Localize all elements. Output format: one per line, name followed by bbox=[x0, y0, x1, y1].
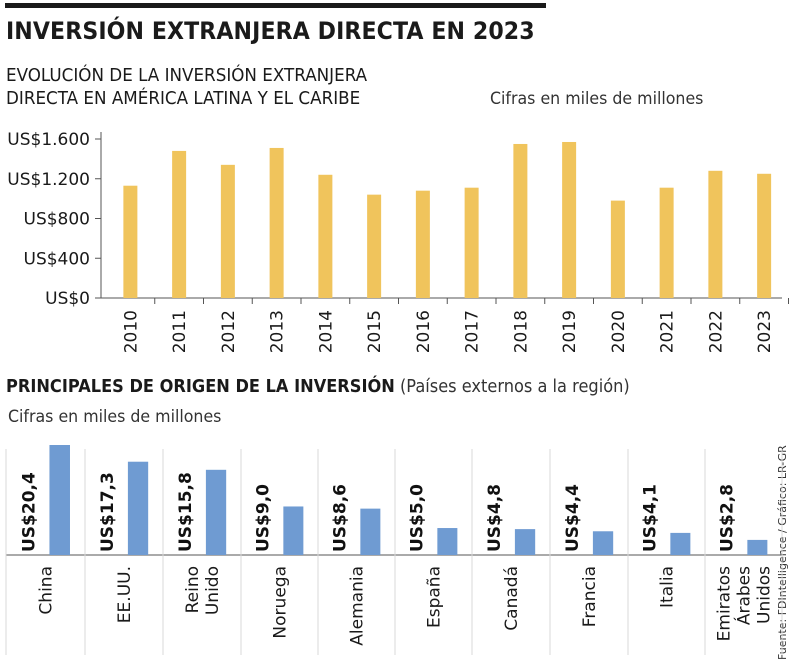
x-tick-label-year: 2023 bbox=[755, 310, 775, 353]
y-tick-label: US$800 bbox=[24, 210, 91, 230]
chart-units-origin: Cifras en miles de millones bbox=[8, 407, 222, 427]
bar-year bbox=[562, 141, 577, 298]
country-label: Emiratos bbox=[715, 566, 735, 641]
x-tick-label-year: 2014 bbox=[316, 310, 336, 353]
x-tick-label-year: 2010 bbox=[121, 310, 141, 353]
bar-year bbox=[172, 150, 187, 298]
bar-country bbox=[283, 506, 304, 555]
bar-year bbox=[464, 187, 479, 298]
bar-year bbox=[708, 170, 723, 298]
x-tick-label-year: 2019 bbox=[560, 310, 580, 353]
value-label: US$4,4 bbox=[563, 484, 583, 552]
chart-title-evolution: EVOLUCIÓN DE LA INVERSIÓN EXTRANJERA DIR… bbox=[6, 64, 367, 110]
country-label: EE.UU. bbox=[115, 566, 135, 623]
country-label: China bbox=[37, 566, 57, 615]
bar-country bbox=[514, 529, 536, 555]
top-rule bbox=[5, 3, 546, 8]
value-label: US$5,0 bbox=[408, 484, 428, 552]
country-label: Italia bbox=[658, 566, 678, 608]
bar-year bbox=[610, 200, 625, 298]
chart-title-origin-bold: PRINCIPALES DE ORIGEN DE LA INVERSIÓN bbox=[6, 376, 395, 397]
value-label: US$2,8 bbox=[718, 484, 738, 552]
bar-country bbox=[360, 508, 381, 555]
y-tick-label: US$1.200 bbox=[7, 170, 90, 190]
x-tick-label-year: 2020 bbox=[609, 310, 629, 353]
page-title: INVERSIÓN EXTRANJERA DIRECTA EN 2023 bbox=[6, 17, 535, 45]
value-label: US$9,0 bbox=[254, 484, 274, 552]
country-label: Noruega bbox=[271, 566, 291, 639]
x-tick-label-year: 2015 bbox=[365, 310, 385, 353]
value-label: US$15,8 bbox=[176, 472, 196, 552]
bar-year bbox=[367, 194, 382, 298]
chart-title-origin: PRINCIPALES DE ORIGEN DE LA INVERSIÓN (P… bbox=[6, 376, 630, 397]
bar-year bbox=[220, 164, 235, 298]
bar-country bbox=[592, 531, 614, 555]
bar-country bbox=[670, 532, 691, 555]
x-tick-label-year: 2017 bbox=[463, 310, 483, 353]
country-label: Francia bbox=[580, 566, 600, 627]
value-label: US$8,6 bbox=[331, 484, 351, 552]
x-tick-label-year: 2016 bbox=[414, 310, 434, 353]
y-tick-label: US$1.600 bbox=[7, 130, 90, 150]
y-tick-label: US$0 bbox=[45, 289, 90, 309]
bar-year bbox=[513, 143, 528, 298]
value-label: US$4,1 bbox=[641, 484, 661, 552]
bar-year bbox=[269, 147, 284, 298]
bar-country bbox=[437, 528, 458, 555]
country-label: Árabes bbox=[733, 566, 755, 625]
x-tick-label-year: 2013 bbox=[268, 310, 288, 353]
bar-country bbox=[747, 539, 768, 555]
value-label: US$4,8 bbox=[485, 484, 505, 552]
x-tick-label-year: 2022 bbox=[706, 310, 726, 353]
value-label: US$20,4 bbox=[19, 472, 39, 552]
bar-country bbox=[127, 461, 149, 555]
value-label: US$17,3 bbox=[98, 472, 118, 552]
country-label: Alemania bbox=[348, 566, 368, 646]
bar-country bbox=[205, 469, 227, 555]
bar-year bbox=[318, 174, 333, 298]
bar-year bbox=[659, 187, 674, 298]
bar-year bbox=[757, 173, 772, 298]
x-tick-label-year: 2011 bbox=[170, 310, 190, 353]
country-label: Unido bbox=[203, 566, 223, 615]
y-tick-label: US$400 bbox=[24, 249, 91, 269]
bar-year bbox=[123, 185, 138, 298]
bar-year bbox=[415, 190, 430, 298]
chart-title-line-2: DIRECTA EN AMÉRICA LATINA Y EL CARIBE bbox=[6, 88, 361, 109]
bar-country bbox=[49, 445, 70, 555]
country-label: Canadá bbox=[502, 566, 522, 631]
country-label: España bbox=[425, 566, 445, 628]
x-tick-label-year: 2012 bbox=[219, 310, 239, 353]
x-tick-label-year: 2021 bbox=[658, 310, 678, 353]
country-label: Reino bbox=[183, 566, 203, 613]
chart-title-line-1: EVOLUCIÓN DE LA INVERSIÓN EXTRANJERA bbox=[6, 65, 368, 86]
x-tick-label-year: 2018 bbox=[511, 310, 531, 353]
chart-units-evolution: Cifras en miles de millones bbox=[490, 89, 704, 109]
country-label: Unidos bbox=[755, 566, 775, 624]
chart-title-origin-note: (Países externos a la región) bbox=[399, 376, 630, 397]
